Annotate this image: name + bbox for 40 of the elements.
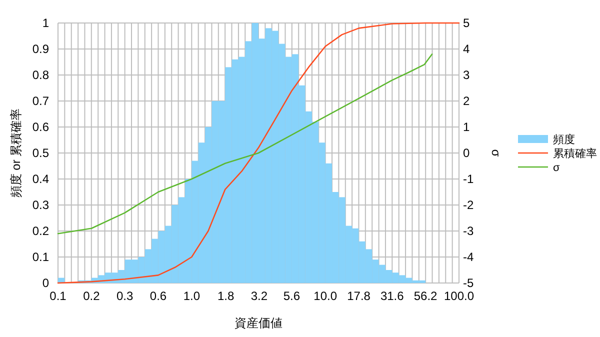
- x-tick-label: 0.2: [83, 289, 100, 303]
- y-tick-label: 0: [42, 276, 50, 290]
- x-tick-label: 17.8: [347, 289, 371, 303]
- x-tick-label: 0.6: [150, 289, 167, 303]
- x-tick-label: 3.2: [250, 289, 268, 303]
- y2-axis-title: σ: [489, 149, 503, 158]
- y2-tick-label: -2: [463, 198, 474, 212]
- x-tick-label: 56.2: [414, 289, 438, 303]
- y-tick-label: 0.8: [32, 68, 50, 82]
- y-tick-label: 0.6: [32, 120, 50, 134]
- legend-label: σ: [553, 162, 560, 174]
- x-tick-label: 1.8: [217, 289, 234, 303]
- y-tick-label: 0.5: [32, 146, 50, 160]
- y-tick-label: 0.4: [32, 172, 50, 186]
- y-tick-label: 1: [42, 16, 50, 30]
- y2-tick-label: 3: [463, 68, 470, 82]
- y2-tick-label: 5: [463, 16, 470, 30]
- x-tick-label: 0.3: [116, 289, 134, 303]
- y2-tick-label: 0: [463, 146, 470, 160]
- y-tick-label: 0.3: [32, 198, 50, 212]
- y-tick-label: 0.2: [32, 224, 50, 238]
- legend-label: 累積確率: [553, 147, 597, 160]
- y2-tick-label: -3: [463, 224, 474, 238]
- x-tick-label: 100.0: [444, 289, 474, 303]
- y-tick-label: 0.1: [32, 250, 50, 264]
- y2-tick-label: -5: [463, 276, 474, 290]
- x-axis-title: 資産価値: [234, 316, 282, 330]
- x-tick-label: 1.0: [183, 289, 200, 303]
- y2-tick-label: -4: [463, 250, 474, 264]
- legend-label: 頻度: [553, 133, 575, 146]
- y-axis-title: 頻度 or 累積確率: [9, 108, 23, 198]
- y2-tick-label: 1: [463, 120, 470, 134]
- x-tick-label: 5.6: [283, 289, 300, 303]
- y2-tick-label: -1: [463, 172, 474, 186]
- y2-tick-label: 2: [463, 94, 470, 108]
- x-tick-label: 31.6: [380, 289, 404, 303]
- y-tick-label: 0.9: [32, 42, 50, 56]
- x-tick-label: 10.0: [314, 289, 338, 303]
- y-tick-label: 0.7: [32, 94, 50, 108]
- y2-tick-label: 4: [463, 42, 470, 56]
